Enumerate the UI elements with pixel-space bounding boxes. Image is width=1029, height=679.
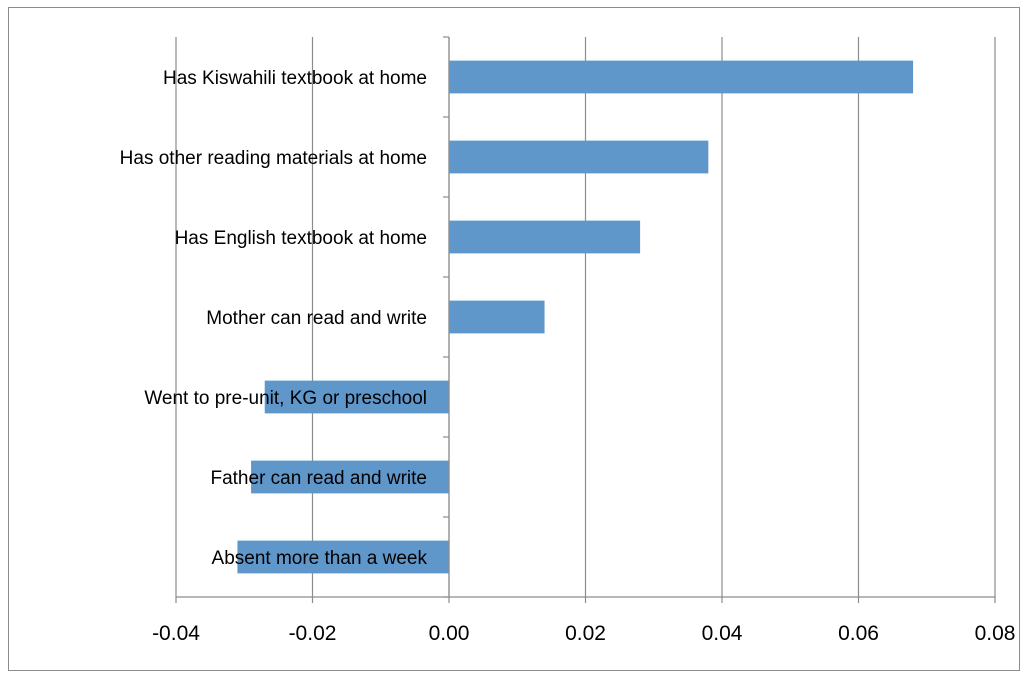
x-tick-label: 0.00 (429, 622, 470, 645)
bar (449, 300, 545, 334)
x-tick-labels: -0.04 -0.02 0.00 0.02 0.04 0.06 0.08 (152, 622, 1015, 645)
axes (175, 36, 996, 603)
category-label: Mother can read and write (206, 308, 427, 329)
category-label: Has other reading materials at home (120, 148, 427, 169)
category-label: Father can read and write (210, 468, 427, 489)
x-tick-label: 0.04 (702, 622, 743, 645)
bar (264, 380, 449, 414)
chart-frame (8, 7, 1020, 671)
x-tick-label: 0.06 (838, 622, 879, 645)
bar (449, 140, 709, 174)
category-labels: Has Kiswahili textbook at home Has other … (120, 68, 428, 569)
x-tick-label: 0.02 (565, 622, 606, 645)
bar (251, 460, 449, 494)
category-label: Absent more than a week (212, 548, 428, 569)
bar (449, 60, 914, 94)
category-label: Went to pre-unit, KG or preschool (144, 388, 427, 409)
gridlines (175, 37, 996, 597)
x-tick-label: -0.02 (289, 622, 337, 645)
category-label: Has English textbook at home (175, 228, 427, 249)
bar (237, 540, 449, 574)
category-label: Has Kiswahili textbook at home (163, 68, 427, 89)
x-tick-label: 0.08 (975, 622, 1016, 645)
x-tick-label: -0.04 (152, 622, 200, 645)
bars (237, 60, 914, 574)
bar (449, 220, 641, 254)
